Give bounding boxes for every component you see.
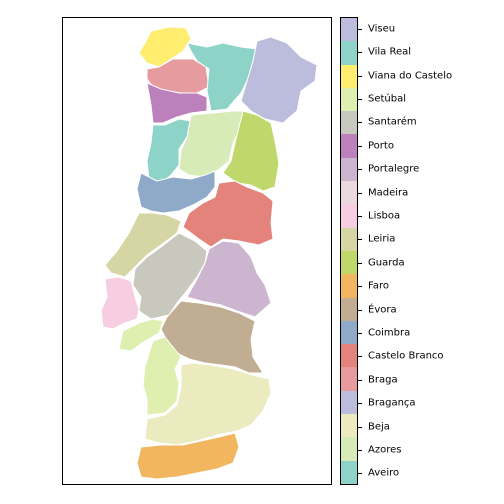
legend-label: Portalegre xyxy=(368,163,420,175)
legend-swatch xyxy=(341,274,357,298)
legend-tick xyxy=(358,192,362,194)
legend-tick xyxy=(358,169,362,171)
legend-swatch xyxy=(341,18,357,42)
legend-swatch xyxy=(341,181,357,205)
legend-tick xyxy=(358,215,362,217)
region-portalegre[interactable] xyxy=(186,240,272,318)
legend-swatch xyxy=(341,437,357,461)
region-castelo-branco[interactable] xyxy=(182,180,274,248)
legend-label: Évora xyxy=(368,304,397,315)
legend-swatch xyxy=(341,367,357,391)
legend-label: Beja xyxy=(368,421,390,432)
legend-swatch xyxy=(341,111,357,135)
legend-swatch xyxy=(341,204,357,228)
region-porto[interactable] xyxy=(146,82,208,124)
legend-label: Lisboa xyxy=(368,210,401,222)
region-beja[interactable] xyxy=(144,362,272,446)
legend-swatch xyxy=(341,414,357,438)
legend-swatch xyxy=(341,344,357,368)
legend-label: Viana do Castelo xyxy=(368,70,453,81)
legend-swatch xyxy=(341,320,357,345)
legend-tick xyxy=(358,286,362,288)
legend-swatch xyxy=(341,250,357,275)
legend-tick xyxy=(358,473,362,475)
legend-swatch xyxy=(341,297,357,321)
legend-swatch xyxy=(341,390,357,415)
legend-label: Braga xyxy=(368,374,398,386)
legend-tick xyxy=(358,145,362,147)
legend-tick xyxy=(358,75,362,77)
legend-label: Guarda xyxy=(368,257,405,269)
region-faro[interactable] xyxy=(136,432,240,480)
legend-tick xyxy=(358,403,362,405)
portugal-map xyxy=(100,26,318,480)
region-guarda[interactable] xyxy=(222,110,280,192)
legend-swatch xyxy=(341,460,357,484)
map-panel xyxy=(62,17,332,485)
region-santarem[interactable] xyxy=(132,232,208,320)
legend-label: Madeira xyxy=(368,187,409,198)
region-braganca[interactable] xyxy=(240,36,318,124)
region-setubal[interactable] xyxy=(142,336,182,416)
legend-tick xyxy=(358,332,362,334)
legend-tick xyxy=(358,28,362,30)
legend-tick xyxy=(358,309,362,311)
region-lisboa[interactable] xyxy=(100,276,140,330)
region-viana-do-castelo[interactable] xyxy=(138,26,192,68)
legend-tick xyxy=(358,356,362,358)
legend-tick xyxy=(358,239,362,241)
legend-swatch xyxy=(341,87,357,112)
legend-tick xyxy=(358,122,362,124)
legend-swatch xyxy=(341,157,357,182)
legend-swatch xyxy=(341,41,357,65)
legend-label: Viseu xyxy=(368,23,396,35)
legend-label: Faro xyxy=(368,280,389,292)
legend-label: Santarém xyxy=(368,116,417,128)
legend-tick xyxy=(358,426,362,428)
legend-label: Bragança xyxy=(368,397,416,409)
region-setubal-north[interactable] xyxy=(118,318,164,352)
legend-tick xyxy=(358,262,362,264)
legend-label: Setúbal xyxy=(368,93,407,105)
legend-tick xyxy=(358,52,362,54)
legend-label: Porto xyxy=(368,140,394,152)
legend-label: Azores xyxy=(368,444,402,456)
legend-label: Vila Real xyxy=(368,46,412,58)
legend-swatch xyxy=(341,64,357,88)
legend-label: Leiria xyxy=(368,233,396,245)
region-leiria[interactable] xyxy=(104,212,182,278)
legend-tick xyxy=(358,379,362,381)
region-viseu[interactable] xyxy=(178,110,246,178)
legend-tick xyxy=(358,449,362,451)
legend-tick xyxy=(358,98,362,100)
legend-swatch xyxy=(341,134,357,158)
legend-color-bar xyxy=(340,17,358,485)
legend-label: Castelo Branco xyxy=(368,350,444,362)
legend-label: Aveiro xyxy=(368,467,400,479)
legend-label: Coimbra xyxy=(368,327,411,339)
region-vila-real[interactable] xyxy=(186,42,258,112)
region-coimbra[interactable] xyxy=(136,170,216,214)
legend-swatch xyxy=(341,227,357,251)
